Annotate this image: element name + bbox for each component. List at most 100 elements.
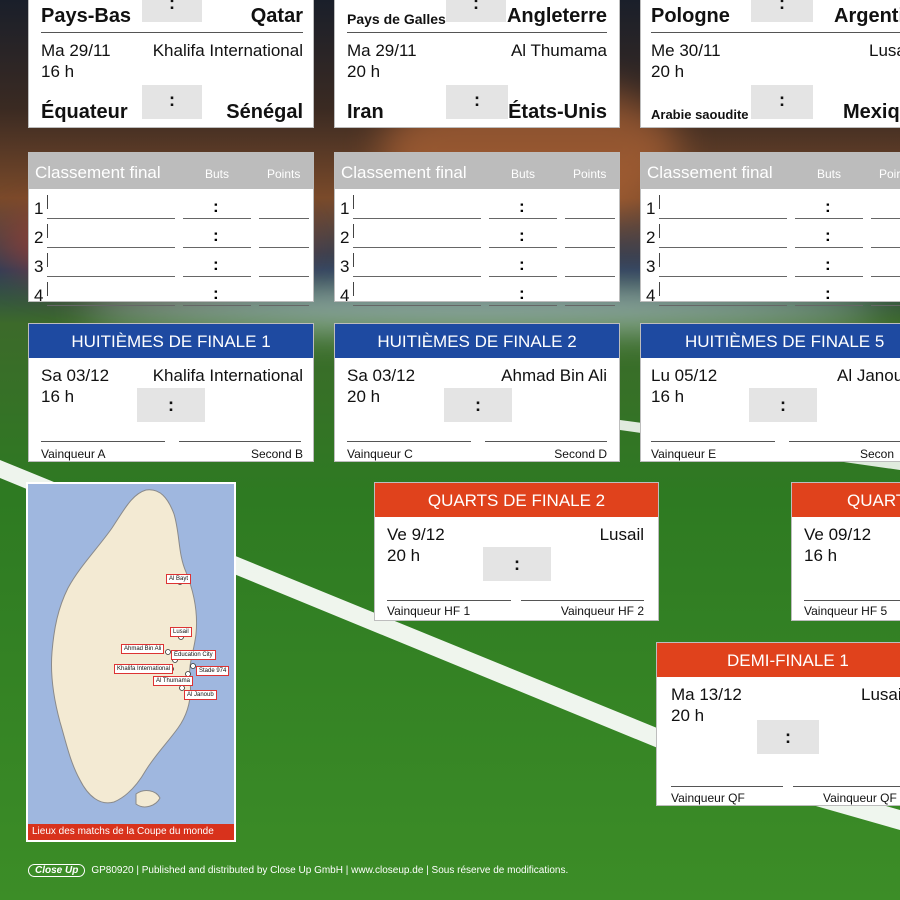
points-column-header: Points: [267, 167, 301, 181]
goals-field[interactable]: [489, 276, 557, 277]
standings-header: Classement final Buts Poir: [641, 153, 900, 189]
map-label-al-thumama: Al Thumama: [153, 676, 193, 686]
score-field[interactable]: :: [751, 0, 813, 22]
match-date: Lu 05/12: [651, 366, 718, 385]
name-line-right: [789, 441, 900, 442]
name-line-left: [387, 600, 511, 601]
points-field[interactable]: [259, 276, 309, 277]
text-cursor: [659, 195, 660, 209]
semi-final-card-1: DEMI-FINALE 1 Ma 13/12 Lusai 20 h : Vain…: [656, 642, 900, 806]
stadium-marker: [190, 663, 196, 669]
goals-field[interactable]: [489, 247, 557, 248]
match-venue: Ahmad Bin Ali: [501, 366, 607, 385]
score-field[interactable]: :: [483, 547, 551, 581]
match-venue: Al Janou: [837, 366, 900, 385]
semi-final-title: DEMI-FINALE 1: [657, 643, 900, 677]
score-field[interactable]: :: [749, 388, 817, 422]
score-field[interactable]: :: [137, 388, 205, 422]
points-field[interactable]: [565, 305, 615, 306]
score-field[interactable]: :: [757, 720, 819, 754]
slot-right-label: Second B: [250, 447, 303, 461]
points-field[interactable]: [259, 305, 309, 306]
match-date: Me 30/11: [651, 41, 721, 60]
goals-separator: :: [213, 197, 219, 216]
goals-field[interactable]: [795, 276, 863, 277]
points-field[interactable]: [565, 276, 615, 277]
team-name-field[interactable]: [659, 218, 787, 219]
goals-field[interactable]: [183, 218, 251, 219]
quarter-final-title: QUARTS DE FINALE 2: [375, 483, 658, 517]
standings-row: 4:: [335, 278, 619, 306]
rank-number: 1: [646, 199, 656, 218]
map-caption: Lieux des matchs de la Coupe du monde 20…: [28, 824, 234, 840]
goals-field[interactable]: [489, 218, 557, 219]
goals-separator: :: [519, 226, 525, 245]
goals-field[interactable]: [795, 305, 863, 306]
score-field-2[interactable]: :: [751, 85, 813, 119]
team-name-field[interactable]: [353, 218, 481, 219]
goals-column-header: Buts: [817, 167, 842, 181]
points-field[interactable]: [871, 276, 900, 277]
team-name-field[interactable]: [659, 247, 787, 248]
team-name-field[interactable]: [47, 218, 175, 219]
text-cursor: [659, 224, 660, 238]
points-field[interactable]: [259, 247, 309, 248]
goals-field[interactable]: [183, 276, 251, 277]
slot-left-label: Vainqueur C: [347, 447, 413, 461]
score-field[interactable]: :: [446, 0, 506, 22]
qatar-venue-map: Al Bayt Lusail Ahmad Bin Ali Education C…: [26, 482, 236, 842]
team-name-field[interactable]: [353, 247, 481, 248]
team-name-field[interactable]: [353, 276, 481, 277]
name-line-right: [485, 441, 607, 442]
divider: [651, 32, 900, 33]
text-cursor: [353, 253, 354, 267]
slot-left-label: Vainqueur HF 5: [804, 604, 888, 618]
round16-card-2: HUITIÈMES DE FINALE 2 Sa 03/12 Ahmad Bin…: [334, 323, 620, 462]
points-field[interactable]: [871, 305, 900, 306]
team-name-field[interactable]: [353, 305, 481, 306]
team-name-field[interactable]: [47, 276, 175, 277]
standings-row: 1:: [29, 191, 313, 219]
goals-field[interactable]: [183, 247, 251, 248]
match-date: Ma 29/11: [41, 41, 111, 60]
match-time: 20 h: [671, 706, 705, 725]
round16-title: HUITIÈMES DE FINALE 1: [29, 324, 313, 358]
round16-card-1: HUITIÈMES DE FINALE 1 Sa 03/12 Khalifa I…: [28, 323, 314, 462]
points-field[interactable]: [259, 218, 309, 219]
goals-field[interactable]: [795, 247, 863, 248]
points-field[interactable]: [871, 247, 900, 248]
goals-separator: :: [825, 284, 831, 303]
team-name-field[interactable]: [47, 305, 175, 306]
standings-row: 3:: [29, 249, 313, 277]
rank-number: 4: [646, 286, 656, 305]
goals-separator: :: [825, 197, 831, 216]
rank-number: 1: [340, 199, 350, 218]
team-away-2: Sénégal: [226, 101, 303, 123]
standings-title: Classement final: [647, 163, 773, 182]
slot-left-label: Vainqueur HF 1: [387, 604, 471, 618]
points-field[interactable]: [871, 218, 900, 219]
score-field-2[interactable]: :: [142, 85, 202, 119]
name-line-left: [41, 441, 165, 442]
rank-number: 3: [34, 257, 44, 276]
points-field[interactable]: [565, 218, 615, 219]
map-label-education-city: Education City: [171, 650, 216, 660]
score-field-2[interactable]: :: [446, 85, 508, 119]
team-name-field[interactable]: [659, 276, 787, 277]
name-line-right: [179, 441, 301, 442]
score-field[interactable]: :: [142, 0, 202, 22]
points-field[interactable]: [565, 247, 615, 248]
rank-number: 3: [646, 257, 656, 276]
goals-separator: :: [213, 255, 219, 274]
team-name-field[interactable]: [659, 305, 787, 306]
map-label-al-bayt: Al Bayt: [166, 574, 192, 584]
divider: [41, 32, 303, 33]
team-home: Pays de Galles: [347, 11, 446, 27]
map-label-ahmad-bin-ali: Ahmad Bin Ali: [121, 644, 165, 654]
match-time: 16 h: [804, 546, 838, 565]
goals-field[interactable]: [489, 305, 557, 306]
goals-field[interactable]: [795, 218, 863, 219]
score-field[interactable]: :: [444, 388, 512, 422]
goals-field[interactable]: [183, 305, 251, 306]
team-name-field[interactable]: [47, 247, 175, 248]
